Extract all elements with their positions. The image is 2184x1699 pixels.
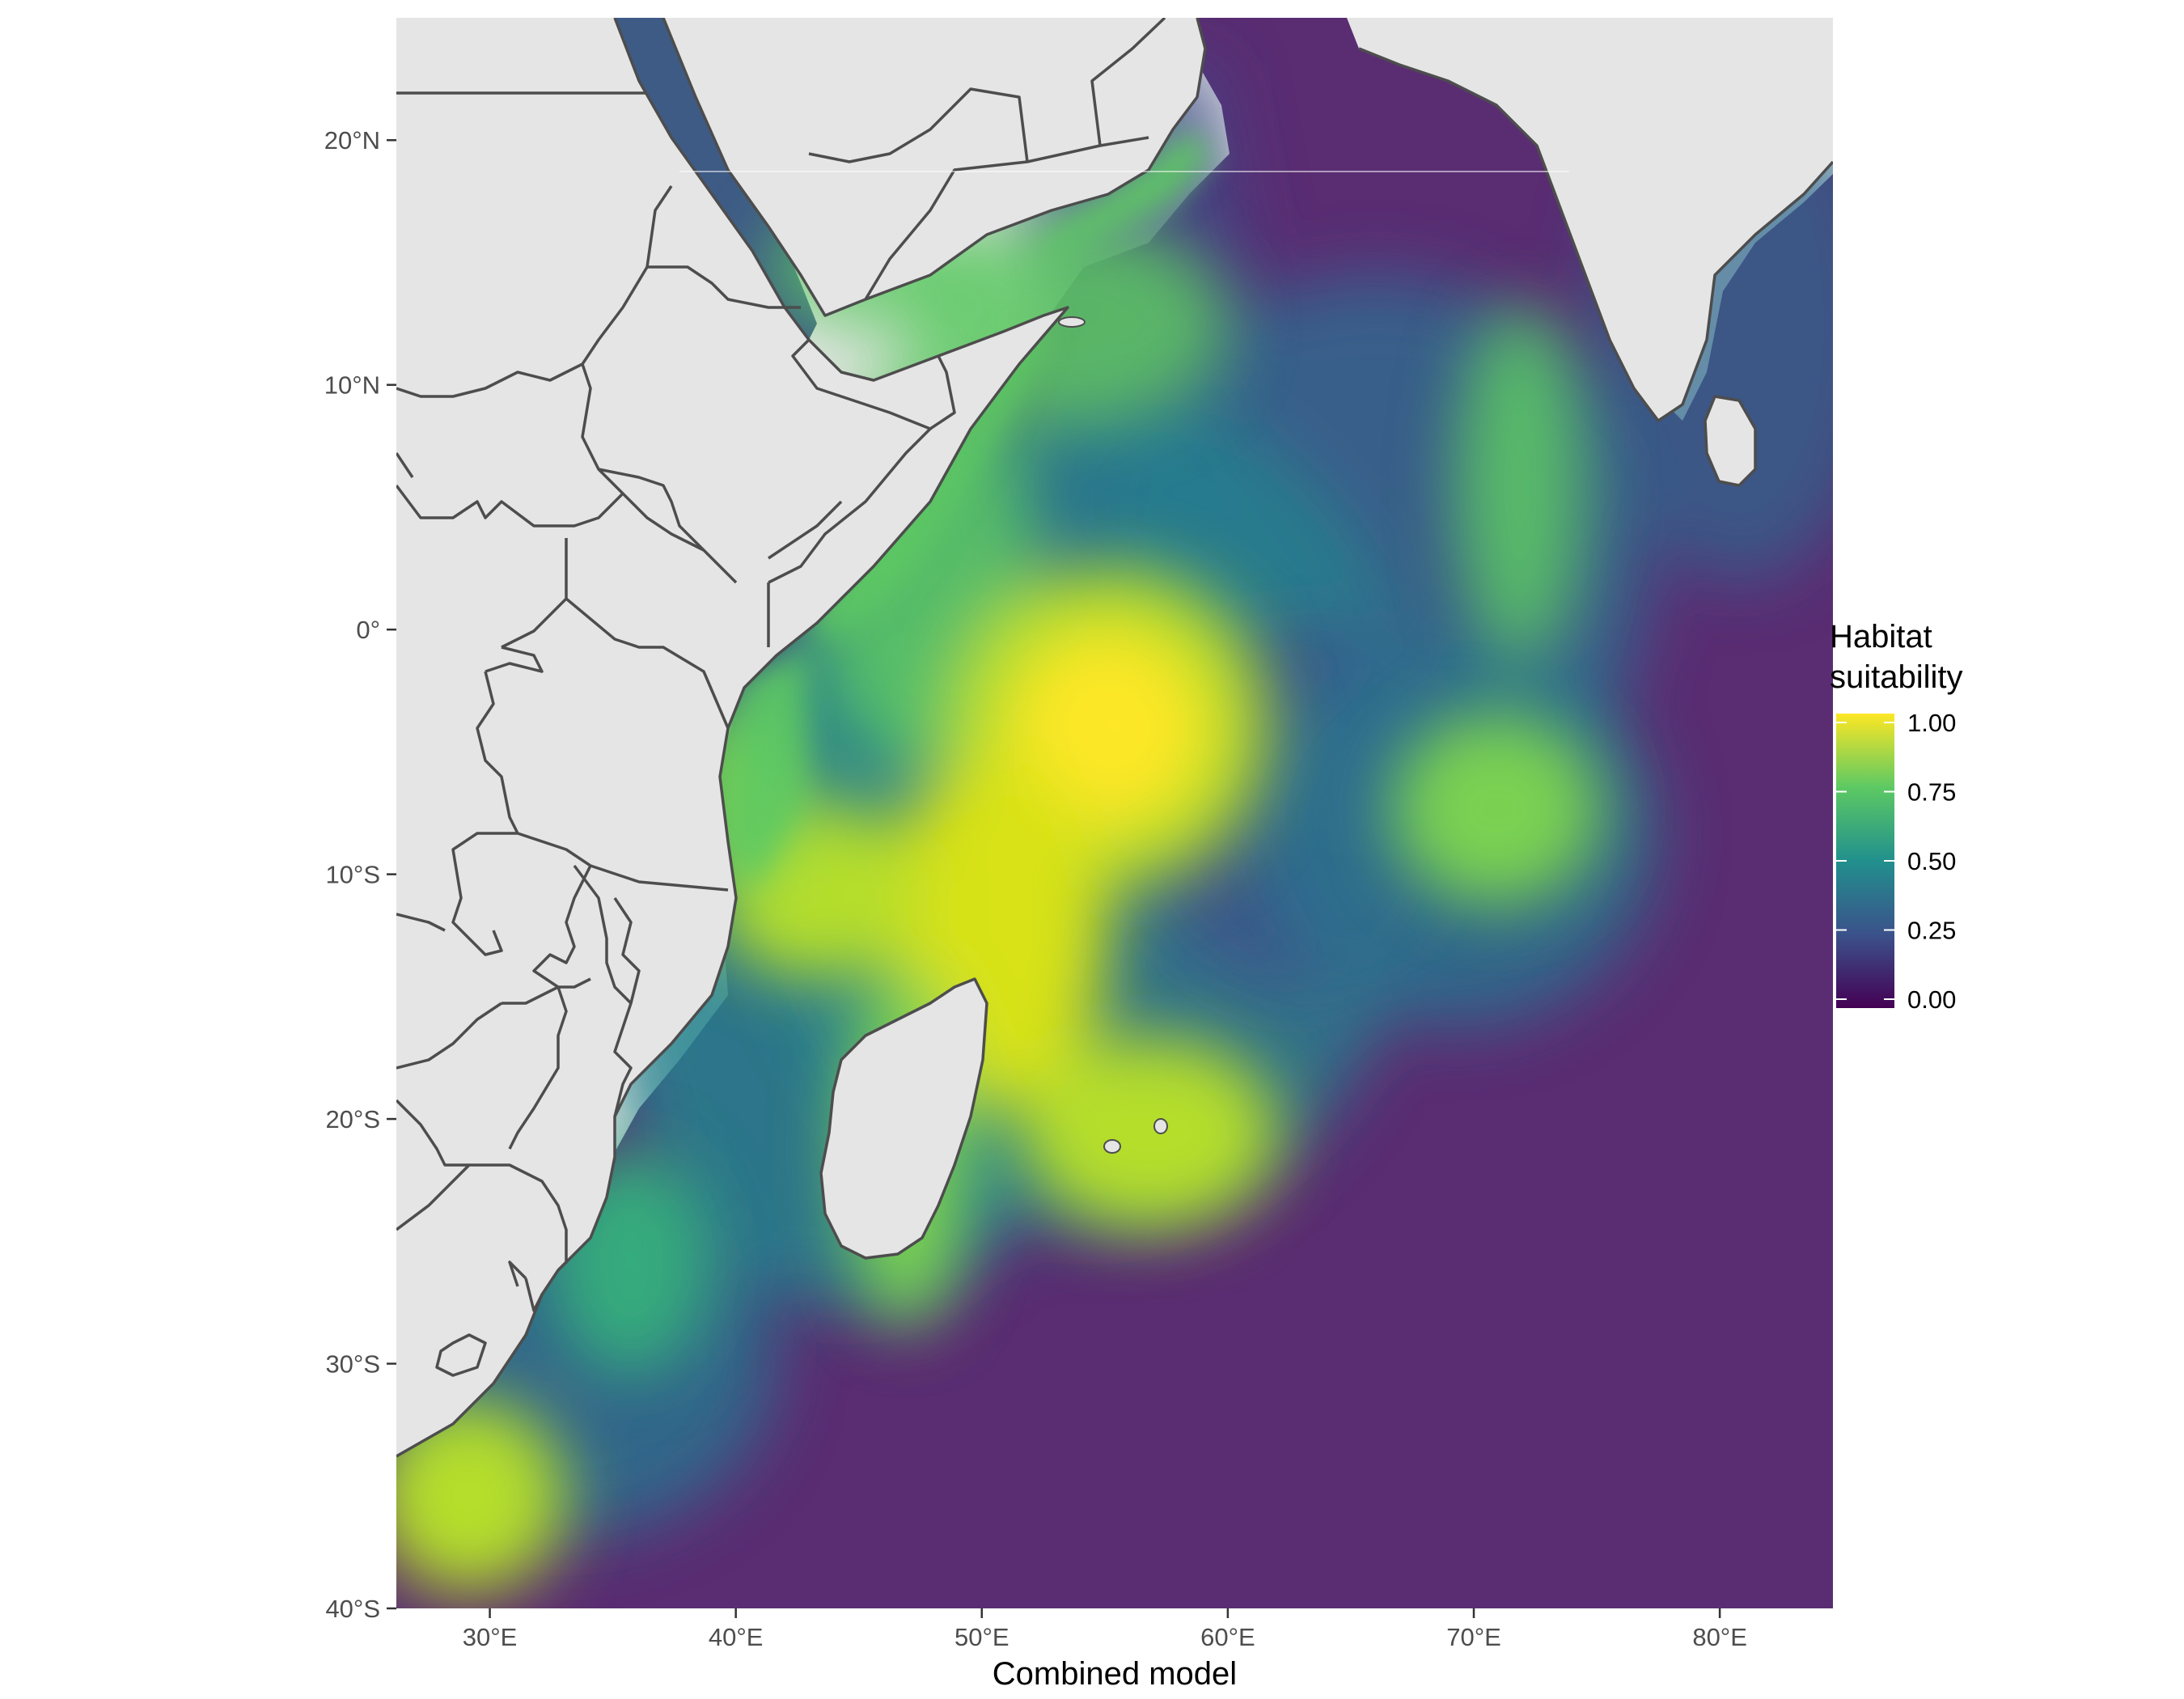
legend-break-label: 1.00 <box>1907 709 1956 737</box>
coastline-madagascar <box>819 977 988 1260</box>
legend-break-label: 0.00 <box>1907 985 1956 1014</box>
land-arabia <box>663 18 1205 316</box>
x-tick-label: 80°E <box>1692 1623 1747 1651</box>
legend-break-label: 0.50 <box>1907 847 1956 875</box>
coastline-sri-lanka <box>1704 395 1757 487</box>
land-sri-lanka <box>1705 396 1755 485</box>
y-tick-label: 10°N <box>324 371 380 400</box>
x-tick-label: 30°E <box>463 1623 518 1651</box>
x-tick-label: 50°E <box>954 1623 1009 1651</box>
y-tick-label: 10°S <box>325 861 380 889</box>
coastline-arabia <box>662 18 1207 317</box>
country-borders <box>396 18 1833 1458</box>
legend-title-line-1: Habitat <box>1830 619 1932 655</box>
y-tick-label: 0° <box>356 616 380 644</box>
island-socotra <box>1058 316 1086 328</box>
legend-break-label: 0.75 <box>1907 778 1956 807</box>
island-mauritius <box>1153 1118 1168 1134</box>
land-masses <box>396 18 1833 1456</box>
x-tick-label: 40°E <box>709 1623 764 1651</box>
land-madagascar <box>821 979 987 1258</box>
x-tick-label: 70°E <box>1446 1623 1501 1651</box>
y-tick-label: 20°N <box>324 126 380 155</box>
red-sea <box>615 18 817 340</box>
x-tick-label: 60°E <box>1200 1623 1255 1651</box>
land-india <box>1347 18 1833 421</box>
legend-breaks: 1.00 0.75 0.50 0.25 0.00 <box>1836 709 1956 1014</box>
islands <box>1058 316 1168 1154</box>
y-tick-label: 30°S <box>325 1350 380 1379</box>
island-reunion <box>1103 1139 1121 1154</box>
legend-title-line-2: suitability <box>1830 659 1963 695</box>
legend: Habitat suitability 1.00 0.75 0.50 0.25 0.00 <box>1830 619 1963 1014</box>
land-africa <box>396 18 1068 1456</box>
y-tick-label: 20°S <box>325 1105 380 1133</box>
y-axis: 20°N 10°N 0° 10°S 20°S 30°S 40°S <box>324 126 396 1623</box>
x-axis: 30°E 40°E 50°E 60°E 70°E 80°E <box>463 1608 1747 1651</box>
y-tick-label: 40°S <box>325 1595 380 1623</box>
coastline-india <box>1358 47 1833 422</box>
coastline-africa <box>396 18 1069 1458</box>
legend-break-label: 0.25 <box>1907 917 1956 945</box>
map-panel <box>396 18 1833 1608</box>
x-axis-title: Combined model <box>993 1656 1237 1692</box>
